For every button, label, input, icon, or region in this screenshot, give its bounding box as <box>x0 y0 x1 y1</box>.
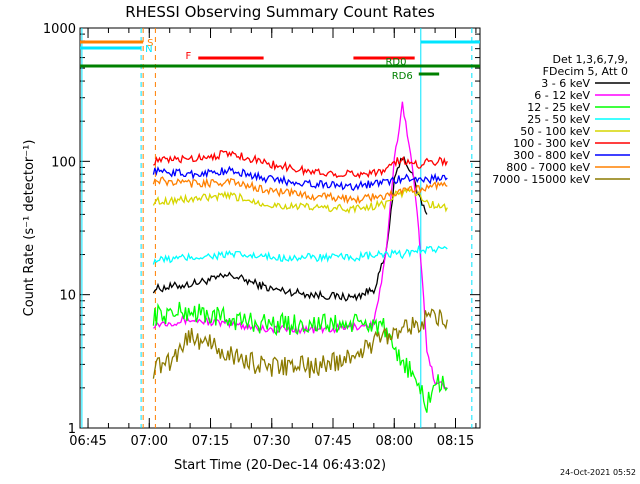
x-tick-label: 08:00 <box>376 434 413 449</box>
x-tick-label: 07:15 <box>192 434 229 449</box>
timestamp: 24-Oct-2021 05:52 <box>560 468 636 477</box>
y-tick-label: 1000 <box>43 22 76 37</box>
x-tick-label: 07:00 <box>131 434 168 449</box>
legend-entry-label: 300 - 800 keV <box>513 149 590 162</box>
flag-bars: SN F RD0 RD6 <box>80 38 480 82</box>
x-tick-label: 06:45 <box>69 434 106 449</box>
plot-frame <box>79 27 481 429</box>
y-tick-label: 1 <box>68 422 76 437</box>
series-s8 <box>152 176 448 205</box>
legend: Det 1,3,6,7,9,FDecim 5, Att 03 - 6 keV6 … <box>492 53 630 186</box>
series-lines <box>152 101 448 413</box>
legend-entry-label: 800 - 7000 keV <box>506 161 590 174</box>
series-s5 <box>152 187 448 215</box>
decim-flag-label: RD0 <box>385 57 406 68</box>
x-tick-label: 08:15 <box>437 434 474 449</box>
legend-entry-label: 50 - 100 keV <box>520 125 590 138</box>
series-s7 <box>152 165 448 192</box>
decim-flag-label: RD6 <box>392 71 413 82</box>
y-tick-label: 10 <box>59 289 76 304</box>
x-tick-label: 07:45 <box>314 434 351 449</box>
y-axis-label: Count Rate (s⁻¹ detector⁻¹) <box>22 140 37 317</box>
saa-flag-label: S <box>147 38 153 49</box>
tick-labels: 1 10 100 1000 06:45 07:00 07:15 07:30 07:45 08:00… <box>43 22 474 449</box>
orbit-markers <box>81 28 473 428</box>
series-s4 <box>152 245 448 265</box>
series-s1 <box>152 156 428 302</box>
legend-entry-label: 7000 - 15000 keV <box>492 173 590 186</box>
legend-entry-label: 6 - 12 keV <box>534 89 590 102</box>
x-axis-label: Start Time (20-Dec-14 06:43:02) <box>174 458 386 473</box>
legend-entry-label: 25 - 50 keV <box>527 113 590 126</box>
legend-entry-label: 3 - 6 keV <box>541 77 590 90</box>
legend-entry-label: 100 - 300 keV <box>513 137 590 150</box>
chart-title: RHESSI Observing Summary Count Rates <box>125 3 435 21</box>
series-s3 <box>152 301 448 413</box>
night-flag-label: N <box>145 44 152 55</box>
series-s6 <box>153 150 448 180</box>
legend-entry-label: 12 - 25 keV <box>527 101 590 114</box>
plot-axes <box>79 27 481 429</box>
y-tick-label: 100 <box>51 155 76 170</box>
x-tick-label: 07:30 <box>253 434 290 449</box>
legend-header: Det 1,3,6,7,9, <box>552 53 628 66</box>
flare-flag-label: F <box>186 51 192 62</box>
legend-header: FDecim 5, Att 0 <box>543 65 628 78</box>
series-s2 <box>153 101 448 390</box>
series-s9 <box>152 308 448 379</box>
